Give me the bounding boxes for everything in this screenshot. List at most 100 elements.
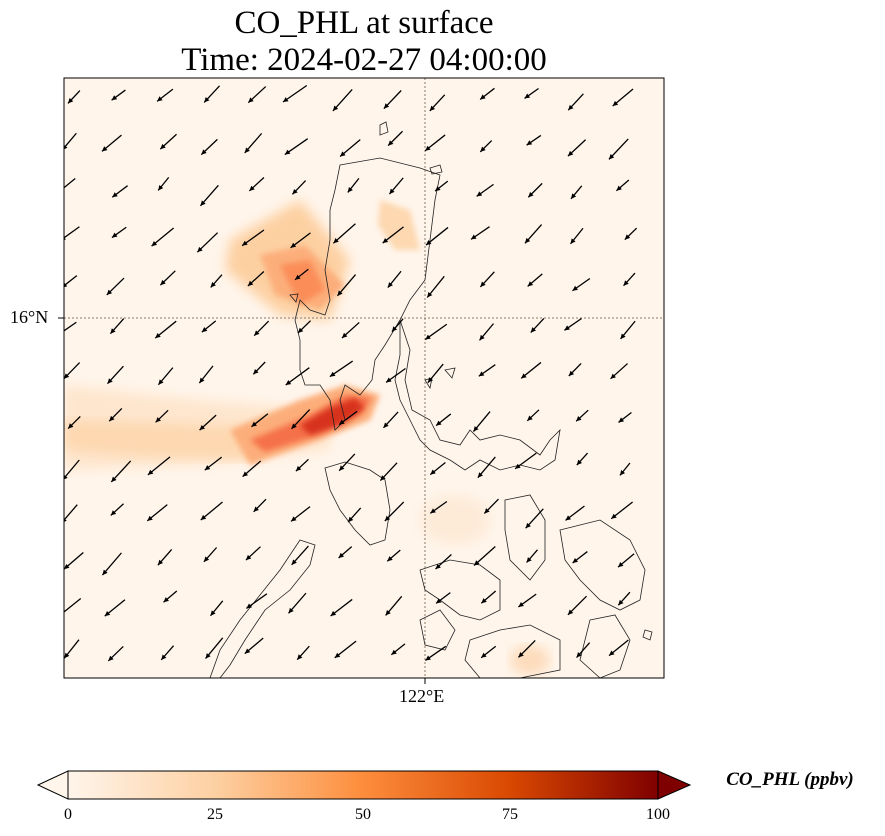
wind-arrow-head: [611, 513, 617, 519]
wind-arrow-head: [435, 563, 441, 570]
wind-arrow-head: [163, 597, 169, 603]
wind-arrow-head: [526, 140, 533, 146]
wind-arrow-head: [338, 552, 345, 558]
wind-arrow-head: [55, 190, 60, 195]
wind-arrow-head: [526, 557, 532, 563]
wind-arrow-head: [107, 378, 113, 384]
wind-arrow-head: [242, 240, 248, 246]
wind-arrow-head: [572, 285, 578, 291]
wind-arrow-head: [251, 421, 257, 427]
wind-arrow-head: [383, 422, 389, 428]
wind-arrow-head: [518, 602, 524, 607]
wind-arrow-head: [285, 380, 292, 386]
wind-vectors: [55, 84, 638, 662]
wind-arrow-head: [203, 556, 210, 562]
wind-arrow-head: [160, 279, 166, 286]
wind-arrow-head: [197, 246, 203, 253]
wind-arrow-head: [387, 556, 393, 562]
wind-arrow-head: [64, 144, 68, 150]
wind-arrow-head: [564, 325, 570, 331]
colorbar-gradient: [67, 770, 659, 800]
wind-arrow-head: [64, 563, 70, 570]
colorbar: [36, 770, 692, 800]
wind-arrow-head: [476, 191, 483, 197]
wind-arrow-head: [427, 377, 433, 383]
wind-arrow-head: [386, 377, 392, 383]
wind-arrow-head: [292, 188, 298, 195]
wind-arrow-head: [151, 240, 158, 247]
wind-arrow-head: [425, 239, 432, 246]
wind-arrow-head: [484, 508, 490, 514]
wind-arrow-head: [204, 465, 211, 471]
wind-arrow-head: [297, 654, 303, 660]
wind-arrow-head: [348, 516, 354, 523]
colorbar-tick-75: 75: [502, 806, 518, 823]
wind-arrow-head: [291, 516, 297, 522]
wind-arrow-head: [204, 97, 210, 103]
colorbar-extend-max: [657, 770, 692, 800]
wind-arrow-head: [157, 559, 164, 566]
coastlines: [209, 121, 653, 678]
wind-arrow-head: [527, 281, 534, 287]
wind-arrow-head: [329, 371, 336, 377]
wind-arrow-head: [155, 417, 161, 423]
wind-arrow-head: [253, 368, 259, 375]
wind-arrow-head: [525, 522, 531, 529]
wind-arrow-head: [576, 416, 582, 422]
wind-arrow-head: [436, 598, 442, 604]
wind-arrow-head: [111, 95, 118, 101]
wind-arrow-head: [624, 234, 631, 240]
wind-arrow-head: [515, 463, 521, 469]
wind-arrow-head: [109, 415, 115, 422]
wind-arrow-head: [57, 331, 63, 336]
wind-arrow-head: [430, 508, 436, 514]
wind-arrow-head: [147, 469, 154, 475]
wind-arrow-head: [391, 326, 398, 332]
wind-arrow-head: [254, 330, 260, 336]
wind-arrow-head: [474, 560, 480, 566]
wind-arrow-head: [623, 280, 629, 286]
wind-arrow-head: [612, 100, 619, 106]
wind-arrow: [64, 598, 82, 613]
wind-arrow-head: [68, 98, 74, 104]
wind-arrow-head: [339, 465, 345, 471]
wind-arrow-head: [288, 607, 294, 614]
wind-arrow-head: [158, 185, 164, 191]
wind-arrow-head: [479, 334, 485, 341]
lat-tick-label: 16°N: [10, 307, 49, 327]
wind-arrow-head: [295, 465, 302, 472]
wind-arrow-head: [161, 654, 167, 660]
wind-arrow-head: [295, 274, 301, 280]
wind-arrow-head: [524, 93, 531, 99]
wind-arrow-head: [253, 506, 259, 512]
wind-arrow-head: [387, 282, 393, 288]
wind-arrow-head: [101, 146, 108, 152]
wind-arrow-head: [527, 415, 533, 421]
wind-arrow-head: [244, 147, 250, 153]
colorbar-extend-min: [36, 770, 69, 800]
wind-arrow-head: [337, 290, 343, 296]
wind-arrow-head: [470, 234, 477, 240]
map-area: [64, 78, 664, 678]
wind-arrow-head: [341, 332, 348, 338]
wind-arrow-head: [242, 471, 249, 477]
map-border: [63, 77, 665, 679]
colorbar-label: CO_PHL (ppbv): [726, 769, 854, 790]
wind-arrow-head: [572, 557, 579, 563]
wind-arrow-head: [388, 140, 394, 146]
wind-arrow-head: [246, 603, 252, 609]
wind-arrow-head: [480, 281, 486, 287]
wind-arrow-head: [347, 186, 353, 193]
wind-arrow-head: [158, 379, 164, 385]
wind-arrow-head: [618, 417, 625, 423]
wind-arrow-head: [291, 559, 297, 565]
wind-arrow-head: [568, 104, 574, 111]
colorbar-tick-25: 25: [207, 806, 223, 823]
wind-arrow-head: [64, 282, 68, 288]
wind-arrow-head: [480, 146, 486, 152]
wind-arrow-head: [157, 96, 163, 102]
wind-arrow-head: [247, 280, 254, 286]
wind-arrow-head: [104, 611, 111, 617]
wind-arrow-head: [64, 474, 68, 480]
wind-arrow-head: [383, 103, 390, 109]
